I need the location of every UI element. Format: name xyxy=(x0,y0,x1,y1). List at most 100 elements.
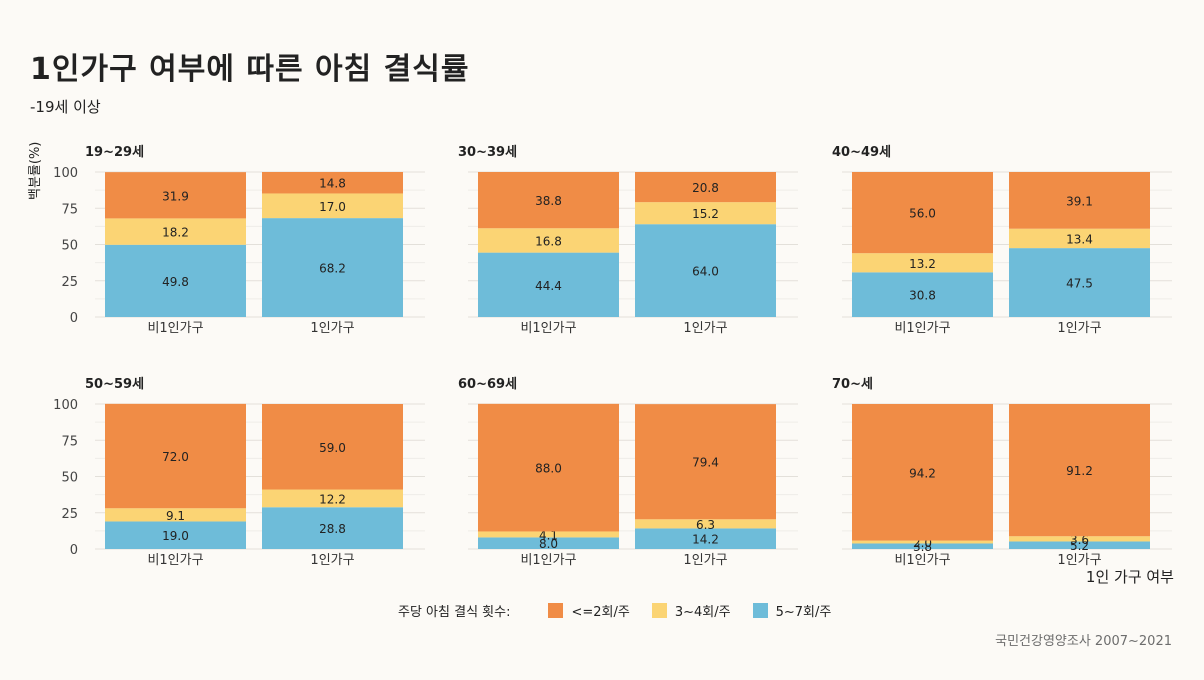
x-tick-label: 1인가구 xyxy=(683,553,727,568)
data-label: 30.8 xyxy=(909,289,936,303)
y-tick-label: 50 xyxy=(61,239,78,254)
bar-segment xyxy=(635,519,776,529)
bar-segment xyxy=(1009,248,1150,317)
panel-label: 70~세 xyxy=(832,377,873,392)
data-label: 3.6 xyxy=(1070,533,1089,547)
data-label: 49.8 xyxy=(162,275,189,289)
legend-item-3to4: 3~4회/주 xyxy=(651,601,731,620)
x-tick-label: 1인가구 xyxy=(310,321,354,336)
x-tick-label: 1인가구 xyxy=(1057,321,1101,336)
data-label: 18.2 xyxy=(162,226,189,240)
bar-segment xyxy=(635,404,776,520)
bar-segment xyxy=(852,253,993,273)
bar-segment xyxy=(1009,172,1150,229)
x-tick-label: 1인가구 xyxy=(683,321,727,336)
chart-subtitle: -19세 이상 xyxy=(30,98,101,116)
bar-segment xyxy=(478,531,619,538)
x-tick-label: 1인가구 xyxy=(1057,553,1101,568)
bar-segment xyxy=(1009,541,1150,549)
bar-segment xyxy=(105,521,246,549)
bar-segment xyxy=(105,508,246,522)
data-label: 79.4 xyxy=(692,456,719,470)
bar-segment xyxy=(852,272,993,317)
bar-segment xyxy=(852,172,993,254)
data-label: 91.2 xyxy=(1066,464,1093,478)
legend-item-le2: <=2회/주 xyxy=(548,601,630,620)
panel-label: 60~69세 xyxy=(458,377,517,392)
data-label: 56.0 xyxy=(909,207,936,221)
bar-segment xyxy=(262,507,403,549)
data-label: 38.8 xyxy=(535,194,562,208)
bar-segment xyxy=(105,244,246,317)
bar-segment xyxy=(262,193,403,219)
data-label: 64.0 xyxy=(692,265,719,279)
data-label: 5.2 xyxy=(1070,539,1089,553)
data-label: 3.8 xyxy=(913,540,932,554)
x-tick-label: 비1인가구 xyxy=(147,321,203,336)
data-label: 19.0 xyxy=(162,529,189,543)
bar-segment xyxy=(478,537,619,549)
bar-segment xyxy=(262,172,403,194)
x-tick-label: 비1인가구 xyxy=(147,553,203,568)
y-tick-label: 50 xyxy=(61,471,78,486)
bar-segment xyxy=(852,543,993,549)
bar-segment xyxy=(105,172,246,219)
y-tick-label: 75 xyxy=(61,202,78,217)
bar-segment xyxy=(852,404,993,541)
bar-segment xyxy=(478,403,619,532)
data-label: 31.9 xyxy=(162,189,189,203)
legend-title: 주당 아침 결식 횟수: xyxy=(398,605,511,620)
data-label: 8.0 xyxy=(539,537,558,551)
panel-label: 50~59세 xyxy=(85,377,144,392)
panel-label: 30~39세 xyxy=(458,145,517,160)
bar-segment xyxy=(478,172,619,229)
legend-label-3to4: 3~4회/주 xyxy=(674,605,731,620)
data-label: 9.1 xyxy=(166,509,185,523)
y-tick-label: 0 xyxy=(70,543,78,558)
bar-segment xyxy=(852,540,993,544)
data-label: 44.4 xyxy=(535,279,562,293)
data-label: 16.8 xyxy=(535,234,562,248)
data-label: 4.1 xyxy=(539,528,558,542)
legend: 주당 아침 결식 횟수: <=2회/주 3~4회/주 5~7회/주 xyxy=(398,601,853,620)
legend-label-5to7: 5~7회/주 xyxy=(775,605,832,620)
data-label: 6.3 xyxy=(696,518,715,532)
data-label: 94.2 xyxy=(909,466,936,480)
bar-segment xyxy=(262,489,403,508)
bar-segment xyxy=(635,528,776,549)
x-tick-label: 비1인가구 xyxy=(894,553,950,568)
panel-label: 40~49세 xyxy=(832,145,891,160)
bar-segment xyxy=(105,218,246,245)
data-label: 13.4 xyxy=(1066,232,1093,246)
legend-label-le2: <=2회/주 xyxy=(571,605,630,620)
data-label: 13.2 xyxy=(909,257,936,271)
bar-segment xyxy=(1009,228,1150,249)
bar-segment xyxy=(1009,404,1150,537)
bar-segment xyxy=(478,252,619,317)
data-label: 72.0 xyxy=(162,450,189,464)
data-label: 39.1 xyxy=(1066,194,1093,208)
data-label: 59.0 xyxy=(319,441,346,455)
legend-swatch-5to7 xyxy=(752,603,768,618)
chart-title: 1인가구 여부에 따른 아침 결식률 xyxy=(30,52,470,87)
data-label: 20.8 xyxy=(692,181,719,195)
bar-segment xyxy=(635,202,776,225)
x-axis-title: 1인 가구 여부 xyxy=(1085,568,1174,586)
data-label: 68.2 xyxy=(319,262,346,276)
x-tick-label: 비1인가구 xyxy=(894,321,950,336)
y-tick-label: 25 xyxy=(61,507,78,522)
data-source: 국민건강영양조사 2007~2021 xyxy=(995,634,1172,649)
legend-swatch-le2 xyxy=(548,603,564,618)
data-label: 14.8 xyxy=(319,177,346,191)
bar-segment xyxy=(635,172,776,203)
y-tick-label: 100 xyxy=(53,166,78,181)
data-label: 28.8 xyxy=(319,522,346,536)
legend-item-5to7: 5~7회/주 xyxy=(752,601,832,620)
data-label: 14.2 xyxy=(692,533,719,547)
x-tick-label: 비1인가구 xyxy=(520,321,576,336)
panel-label: 19~29세 xyxy=(85,145,144,160)
y-tick-label: 75 xyxy=(61,434,78,449)
y-tick-label: 100 xyxy=(53,398,78,413)
data-label: 88.0 xyxy=(535,462,562,476)
